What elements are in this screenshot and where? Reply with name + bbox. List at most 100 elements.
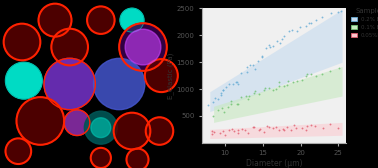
Point — [210, 101, 216, 103]
Point — [244, 70, 250, 73]
Point — [308, 73, 314, 76]
Point — [270, 45, 276, 48]
Point — [209, 130, 215, 133]
Ellipse shape — [120, 8, 144, 32]
Point — [320, 127, 326, 129]
Point — [250, 64, 256, 66]
Ellipse shape — [91, 148, 111, 168]
Point — [290, 81, 296, 83]
Point — [327, 70, 333, 73]
Point — [245, 131, 251, 134]
Point — [256, 93, 262, 96]
Point — [211, 115, 217, 118]
Point — [286, 30, 292, 32]
Point — [285, 80, 291, 83]
Point — [228, 100, 234, 102]
Point — [270, 126, 276, 129]
Point — [294, 79, 300, 82]
Point — [273, 125, 279, 128]
Point — [233, 80, 239, 83]
Point — [223, 86, 229, 89]
Point — [263, 47, 269, 50]
Ellipse shape — [17, 97, 64, 145]
Ellipse shape — [114, 113, 150, 149]
Point — [225, 106, 231, 109]
Point — [246, 95, 252, 98]
Point — [218, 94, 224, 97]
Point — [274, 40, 280, 43]
Point — [255, 59, 261, 62]
Ellipse shape — [93, 58, 145, 110]
Point — [308, 22, 314, 24]
Point — [262, 86, 268, 89]
Point — [279, 38, 285, 40]
Point — [245, 98, 251, 100]
Point — [327, 123, 333, 126]
Point — [218, 92, 224, 94]
Point — [220, 88, 226, 91]
Point — [304, 124, 310, 127]
Ellipse shape — [51, 29, 88, 65]
Point — [294, 29, 300, 32]
Point — [257, 127, 263, 130]
Point — [261, 89, 267, 91]
Point — [299, 126, 305, 129]
Point — [266, 87, 272, 90]
Point — [302, 128, 308, 131]
Point — [234, 80, 240, 83]
Point — [259, 56, 265, 59]
Legend: 0.2% Bis, 0.1% Bis, 0.05%Bis: 0.2% Bis, 0.1% Bis, 0.05%Bis — [349, 6, 378, 40]
Point — [219, 107, 225, 110]
Point — [280, 128, 286, 131]
Point — [239, 128, 245, 131]
Point — [273, 88, 279, 90]
Point — [242, 128, 248, 131]
Point — [284, 126, 290, 129]
Point — [304, 72, 310, 75]
Point — [259, 54, 265, 57]
Ellipse shape — [44, 58, 95, 110]
Point — [319, 73, 325, 75]
Point — [205, 104, 211, 106]
Point — [235, 82, 242, 85]
Point — [270, 88, 276, 91]
Point — [211, 131, 217, 134]
Point — [215, 98, 221, 101]
Point — [239, 96, 245, 99]
Point — [226, 82, 232, 85]
Point — [313, 18, 319, 21]
Point — [251, 126, 257, 128]
Point — [288, 129, 294, 132]
Ellipse shape — [119, 23, 167, 71]
Point — [306, 22, 312, 25]
Point — [313, 74, 319, 77]
Point — [221, 111, 227, 113]
Point — [335, 11, 341, 13]
Point — [252, 90, 258, 92]
Point — [234, 103, 240, 105]
Point — [222, 134, 228, 136]
Y-axis label: E_elastic (Pa): E_elastic (Pa) — [167, 52, 174, 99]
Point — [266, 46, 273, 49]
Point — [299, 79, 305, 82]
Ellipse shape — [87, 6, 115, 34]
Point — [276, 85, 282, 88]
Point — [235, 102, 241, 105]
Point — [336, 67, 342, 70]
Ellipse shape — [6, 138, 31, 164]
Point — [297, 25, 303, 28]
Ellipse shape — [84, 111, 117, 144]
Point — [228, 102, 234, 105]
Point — [328, 12, 334, 14]
Point — [231, 130, 237, 132]
Point — [215, 109, 222, 112]
Point — [220, 88, 226, 91]
Point — [266, 44, 272, 46]
Point — [264, 124, 270, 127]
Point — [338, 10, 344, 12]
Point — [319, 15, 325, 18]
X-axis label: Diameter (μm): Diameter (μm) — [246, 159, 302, 168]
Ellipse shape — [6, 62, 42, 99]
Point — [243, 66, 249, 69]
Point — [256, 129, 262, 131]
